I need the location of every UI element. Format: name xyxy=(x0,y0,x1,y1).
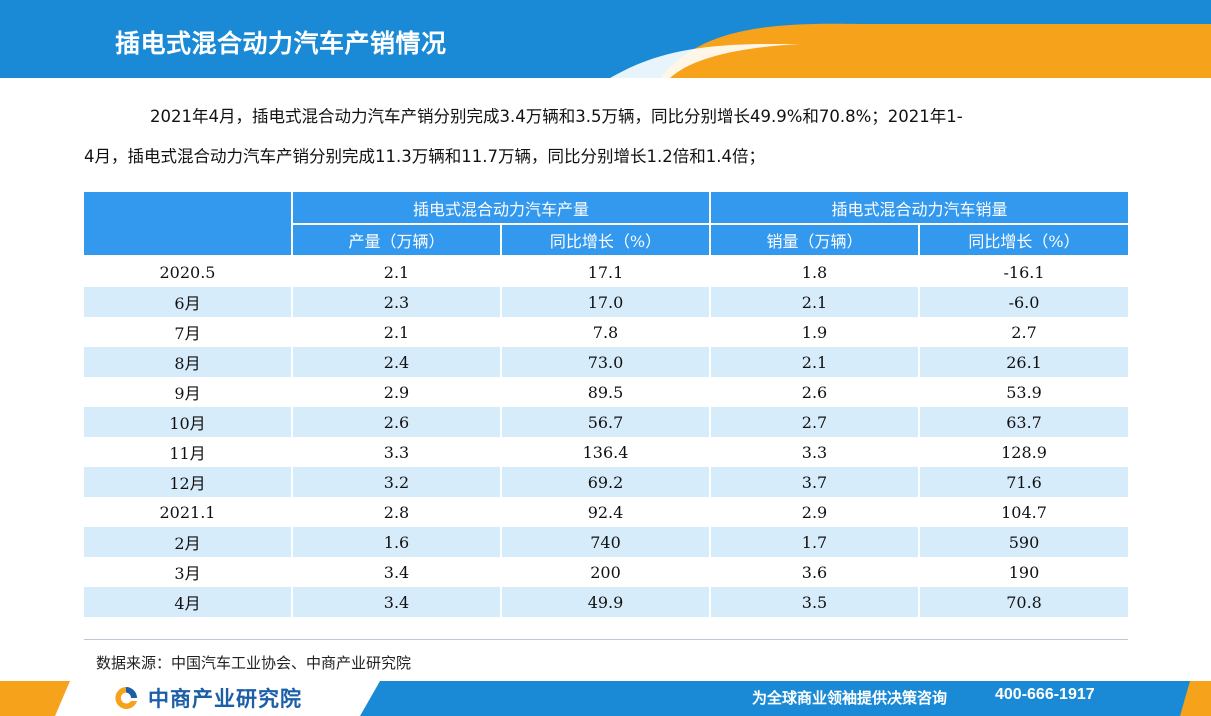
cell-production: 2.4 xyxy=(291,347,501,377)
cell-production: 2.1 xyxy=(291,256,501,287)
cell-production: 1.6 xyxy=(291,527,501,557)
table-row: 6月 2.3 17.0 2.1 -6.0 xyxy=(84,287,1129,317)
table-row: 12月 3.2 69.2 3.7 71.6 xyxy=(84,467,1129,497)
cell-production: 3.2 xyxy=(291,467,501,497)
cell-period: 3月 xyxy=(84,557,292,587)
phev-data-table: 插电式混合动力汽车产量 插电式混合动力汽车销量 产量（万辆） 同比增长（%） 销… xyxy=(84,192,1129,617)
cell-production-growth: 69.2 xyxy=(499,467,711,497)
cell-production-growth: 49.9 xyxy=(499,587,711,617)
header-banner: 插电式混合动力汽车产销情况 xyxy=(0,0,1211,78)
cell-production-growth: 17.0 xyxy=(499,287,711,317)
cell-sales-growth: 190 xyxy=(918,557,1129,587)
cell-sales-growth: 26.1 xyxy=(918,347,1129,377)
cell-period: 6月 xyxy=(84,287,292,317)
cell-period: 2020.5 xyxy=(84,256,292,287)
cell-production-growth: 200 xyxy=(499,557,711,587)
cell-production-growth: 136.4 xyxy=(499,437,711,467)
intro-paragraph: 2021年4月，插电式混合动力汽车产销分别完成3.4万辆和3.5万辆，同比分别增… xyxy=(84,97,1130,177)
cell-period: 10月 xyxy=(84,407,292,437)
cell-production: 2.6 xyxy=(291,407,501,437)
page-title: 插电式混合动力汽车产销情况 xyxy=(115,29,447,58)
cell-sales: 3.3 xyxy=(709,437,920,467)
cell-production: 2.3 xyxy=(291,287,501,317)
table-row: 9月 2.9 89.5 2.6 53.9 xyxy=(84,377,1129,407)
cell-sales-growth: 104.7 xyxy=(918,497,1129,527)
footer-slogan: 为全球商业领袖提供决策咨询 xyxy=(752,689,948,707)
cell-sales: 2.1 xyxy=(709,287,920,317)
cell-period: 2021.1 xyxy=(84,497,292,527)
cell-period: 11月 xyxy=(84,437,292,467)
cell-sales: 1.8 xyxy=(709,256,920,287)
group-header-production: 插电式混合动力汽车产量 xyxy=(290,192,711,225)
cell-production: 2.9 xyxy=(291,377,501,407)
cell-sales: 2.9 xyxy=(709,497,920,527)
cell-sales: 2.6 xyxy=(709,377,920,407)
table-row: 2021.1 2.8 92.4 2.9 104.7 xyxy=(84,497,1129,527)
cell-sales: 2.1 xyxy=(709,347,920,377)
cell-sales-growth: 53.9 xyxy=(918,377,1129,407)
footer-brand: 中商产业研究院 xyxy=(112,685,302,711)
footer-phone: 400-666-1917 xyxy=(995,686,1095,703)
header-background xyxy=(0,0,1211,78)
col-header-production-growth: 同比增长（%） xyxy=(499,224,711,257)
cell-sales-growth: 71.6 xyxy=(918,467,1129,497)
table-corner-cell xyxy=(84,192,292,257)
cell-sales: 3.7 xyxy=(709,467,920,497)
cell-period: 12月 xyxy=(84,467,292,497)
footer-background xyxy=(0,681,1211,716)
askci-logo-icon xyxy=(115,687,137,709)
table-row: 4月 3.4 49.9 3.5 70.8 xyxy=(84,587,1129,617)
intro-line-1: 2021年4月，插电式混合动力汽车产销分别完成3.4万辆和3.5万辆，同比分别增… xyxy=(150,107,963,126)
col-header-sales-volume: 销量（万辆） xyxy=(709,224,920,257)
cell-period: 4月 xyxy=(84,587,292,617)
cell-production-growth: 73.0 xyxy=(499,347,711,377)
group-header-sales: 插电式混合动力汽车销量 xyxy=(709,192,1129,225)
data-source-note: 数据来源：中国汽车工业协会、中商产业研究院 xyxy=(96,654,412,672)
cell-sales-growth: 128.9 xyxy=(918,437,1129,467)
cell-production: 3.4 xyxy=(291,587,501,617)
cell-production: 3.4 xyxy=(291,557,501,587)
cell-sales-growth: 590 xyxy=(918,527,1129,557)
cell-sales: 3.5 xyxy=(709,587,920,617)
cell-production: 3.3 xyxy=(291,437,501,467)
footer-bar xyxy=(0,681,1211,716)
table-row: 11月 3.3 136.4 3.3 128.9 xyxy=(84,437,1129,467)
cell-period: 7月 xyxy=(84,317,292,347)
cell-sales: 1.7 xyxy=(709,527,920,557)
cell-production-growth: 92.4 xyxy=(499,497,711,527)
cell-production-growth: 17.1 xyxy=(499,256,711,287)
cell-sales-growth: 70.8 xyxy=(918,587,1129,617)
cell-period: 2月 xyxy=(84,527,292,557)
cell-period: 9月 xyxy=(84,377,292,407)
cell-sales: 1.9 xyxy=(709,317,920,347)
source-divider xyxy=(84,639,1128,640)
cell-sales: 2.7 xyxy=(709,407,920,437)
col-header-sales-growth: 同比增长（%） xyxy=(918,224,1129,257)
cell-production-growth: 7.8 xyxy=(499,317,711,347)
table-row: 2020.5 2.1 17.1 1.8 -16.1 xyxy=(84,256,1129,287)
cell-sales: 3.6 xyxy=(709,557,920,587)
table-row: 3月 3.4 200 3.6 190 xyxy=(84,557,1129,587)
cell-production: 2.1 xyxy=(291,317,501,347)
cell-production: 2.8 xyxy=(291,497,501,527)
intro-line-2: 4月，插电式混合动力汽车产销分别完成11.3万辆和11.7万辆，同比分别增长1.… xyxy=(84,147,765,166)
cell-sales-growth: 63.7 xyxy=(918,407,1129,437)
col-header-production-volume: 产量（万辆） xyxy=(291,224,501,257)
cell-production-growth: 89.5 xyxy=(499,377,711,407)
cell-production-growth: 740 xyxy=(499,527,711,557)
cell-sales-growth: 2.7 xyxy=(918,317,1129,347)
cell-production-growth: 56.7 xyxy=(499,407,711,437)
cell-sales-growth: -6.0 xyxy=(918,287,1129,317)
cell-sales-growth: -16.1 xyxy=(918,256,1129,287)
table-row: 7月 2.1 7.8 1.9 2.7 xyxy=(84,317,1129,347)
cell-period: 8月 xyxy=(84,347,292,377)
table-row: 2月 1.6 740 1.7 590 xyxy=(84,527,1129,557)
table-row: 8月 2.4 73.0 2.1 26.1 xyxy=(84,347,1129,377)
brand-name: 中商产业研究院 xyxy=(148,687,302,711)
table-row: 10月 2.6 56.7 2.7 63.7 xyxy=(84,407,1129,437)
